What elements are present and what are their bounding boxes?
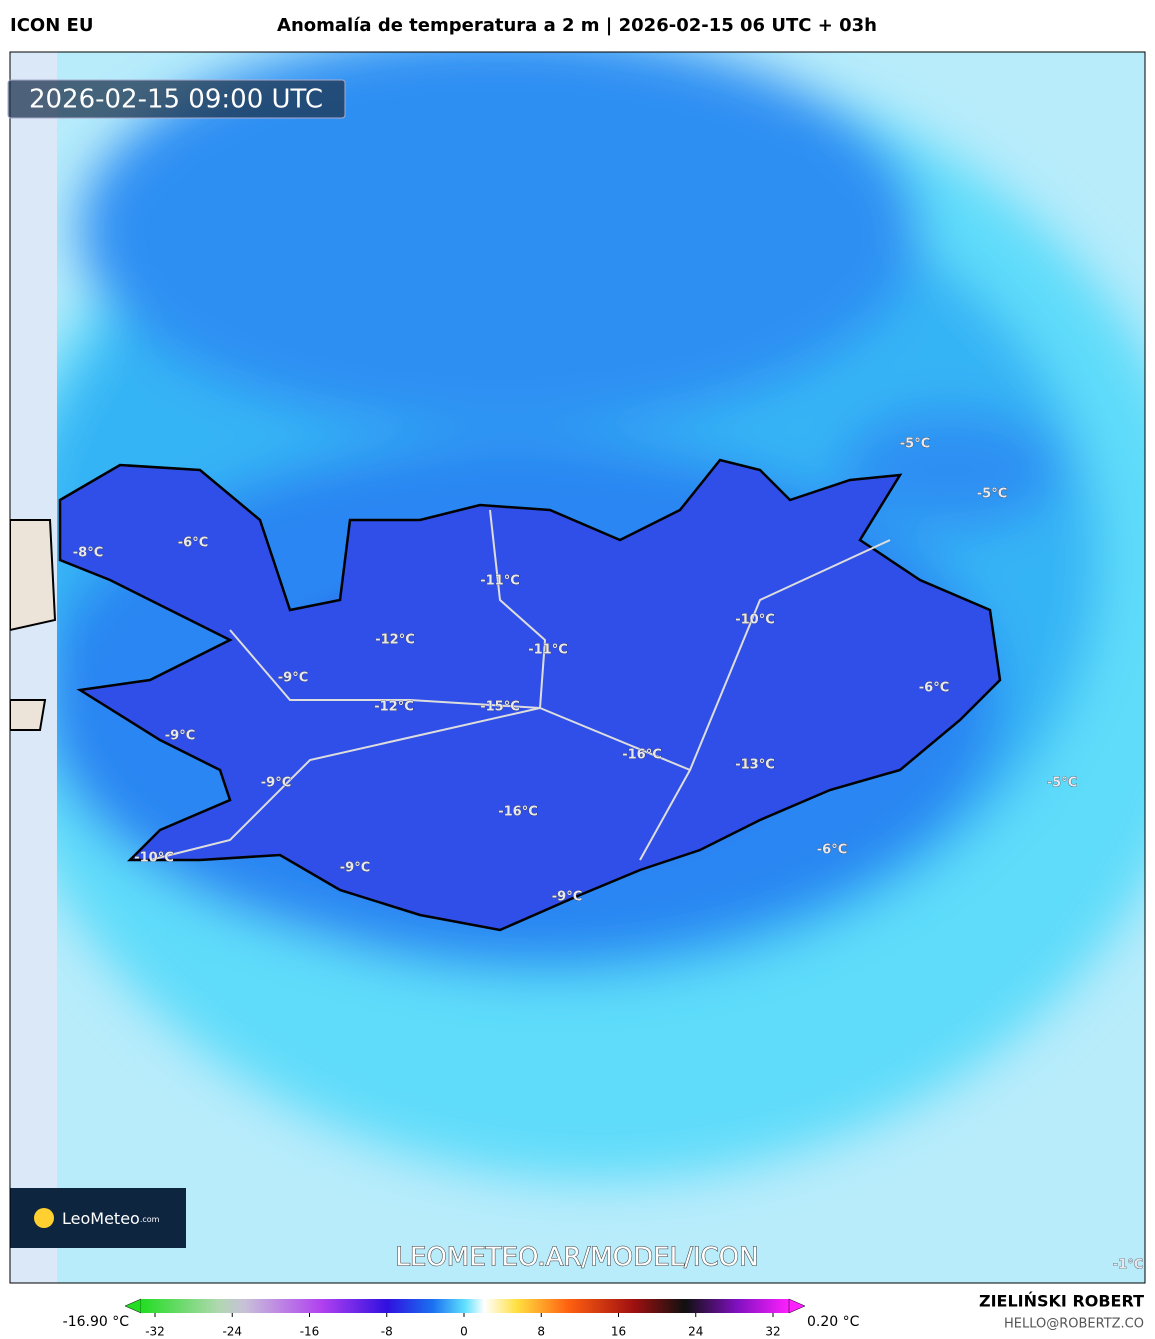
temperature-label: -9°C (340, 861, 370, 876)
model-name: ICON EU (10, 15, 93, 36)
temperature-label: -9°C (552, 890, 582, 905)
temperature-label: -12°C (374, 700, 414, 715)
temperature-label: -9°C (261, 776, 291, 791)
colorbar-tick-label: 0 (460, 1325, 468, 1339)
timestamp: 2026-02-15 09:00 UTC (29, 85, 323, 115)
no-data-strip (10, 52, 57, 1283)
logo: LeoMeteo (62, 1209, 140, 1228)
logo-suffix: .com (140, 1215, 160, 1224)
colorbar-tick-label: 16 (611, 1325, 626, 1339)
colorbar-tick-label: -16 (300, 1325, 320, 1339)
colorbar (141, 1299, 789, 1313)
temperature-label: -10°C (134, 851, 174, 866)
temperature-label: -8°C (73, 546, 103, 561)
colorbar-tick-label: -8 (381, 1325, 393, 1339)
temperature-label: -11°C (528, 643, 568, 658)
map: -5°C -5°C -8°C -6°C -11°C -12°C -10°C -11°C -9°C… (10, 52, 1145, 1283)
colorbar-tick-label: 32 (765, 1325, 780, 1339)
colorbar-low-arrow (124, 1298, 142, 1314)
temperature-label: -6°C (817, 843, 847, 858)
colorbar-tick-label: -32 (145, 1325, 165, 1339)
temperature-label: -5°C (977, 487, 1007, 502)
map-frame (9, 51, 1146, 1284)
temperature-label: -13°C (735, 758, 775, 773)
colorbar-high-arrow (788, 1298, 806, 1314)
logo-sun (34, 1208, 54, 1228)
temperature-label: -11°C (480, 574, 520, 589)
temperature-label: -16°C (498, 805, 538, 820)
roads (149, 509, 891, 861)
temperature-label: -10°C (735, 613, 775, 628)
temperature-label: -5°C (1047, 776, 1077, 791)
temperature-label: -5°C (900, 437, 930, 452)
colorbar-min-label: -16.90 °C (63, 1314, 130, 1330)
temperature-label: -6°C (919, 681, 949, 696)
greenland (10, 519, 57, 731)
colorbar-tick-label: 8 (537, 1325, 545, 1339)
colorbar-tick-label: -24 (222, 1325, 242, 1339)
temperature-label: -1°C (1113, 1258, 1143, 1273)
colorbar-max-label: 0.20 °C (807, 1314, 860, 1330)
temperature-label: -15°C (480, 700, 520, 715)
timestamp-box (7, 79, 346, 119)
temperature-label: -9°C (165, 729, 195, 744)
temperature-label: -12°C (375, 633, 415, 648)
temperature-label: -16°C (622, 748, 662, 763)
temperature-label: -9°C (278, 671, 308, 686)
colorbar-tick-label: 24 (688, 1325, 703, 1339)
contact: HELLO@ROBERTZ.CO (1004, 1317, 1144, 1332)
author: ZIELIŃSKI ROBERT (979, 1292, 1144, 1311)
watermark: LEOMETEO.AR/MODEL/ICON (395, 1243, 758, 1273)
logo-text: LeoMeteo.com (62, 1209, 160, 1228)
map-title: Anomalía de temperatura a 2 m | 2026-02-… (277, 15, 877, 36)
temperature-label: -6°C (178, 536, 208, 551)
